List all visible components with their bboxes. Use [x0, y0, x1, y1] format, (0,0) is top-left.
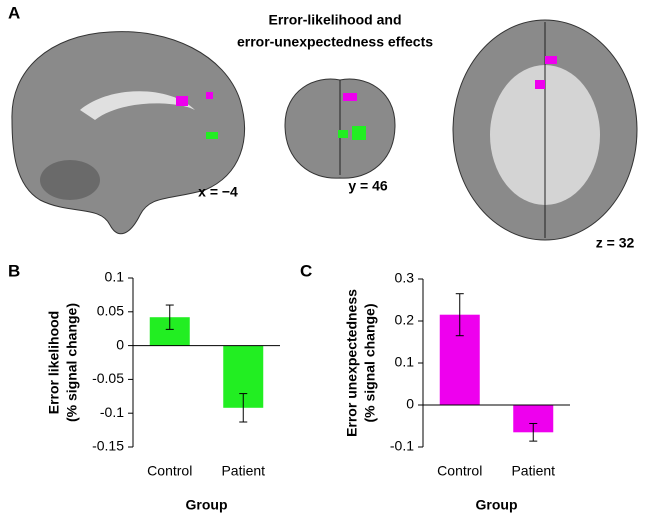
y-tick-label: -0.1 [100, 404, 124, 420]
y-tick-label: 0 [406, 396, 414, 412]
panel-label: B [8, 261, 20, 280]
y-tick-label: 0.3 [395, 270, 415, 286]
y-axis-label: (% signal change) [64, 303, 80, 422]
brain-axial [452, 19, 638, 241]
figure-title: error-unexpectedness effects [237, 34, 433, 50]
y-tick-label: -0.05 [92, 370, 124, 386]
y-tick-label: 0.2 [395, 312, 415, 328]
brain-sagittal [11, 31, 245, 235]
y-tick-label: -0.1 [390, 438, 414, 454]
y-axis-label: Error unexpectedness [344, 289, 360, 437]
slice-label: y = 46 [348, 178, 388, 194]
y-tick-label: -0.15 [92, 438, 124, 454]
slice-label: x = −4 [198, 184, 238, 200]
y-tick-label: 0.1 [105, 269, 125, 285]
y-tick-label: 0.05 [97, 303, 124, 319]
y-axis-label: (% signal change) [362, 303, 378, 422]
panel-label: A [8, 3, 20, 22]
x-tick-label: Control [437, 463, 482, 479]
y-tick-label: 0 [116, 336, 124, 352]
slice-label: z = 32 [596, 235, 635, 251]
x-axis-label: Group [186, 497, 228, 513]
y-tick-label: 0.1 [395, 354, 415, 370]
x-axis-label: Group [476, 497, 518, 513]
x-tick-label: Patient [511, 463, 555, 479]
y-axis-label: Error likelihood [46, 311, 62, 414]
x-tick-label: Control [147, 463, 192, 479]
panel-label: C [300, 261, 312, 280]
figure-title: Error-likelihood and [268, 12, 401, 28]
brain-coronal [284, 78, 396, 179]
x-tick-label: Patient [221, 463, 265, 479]
